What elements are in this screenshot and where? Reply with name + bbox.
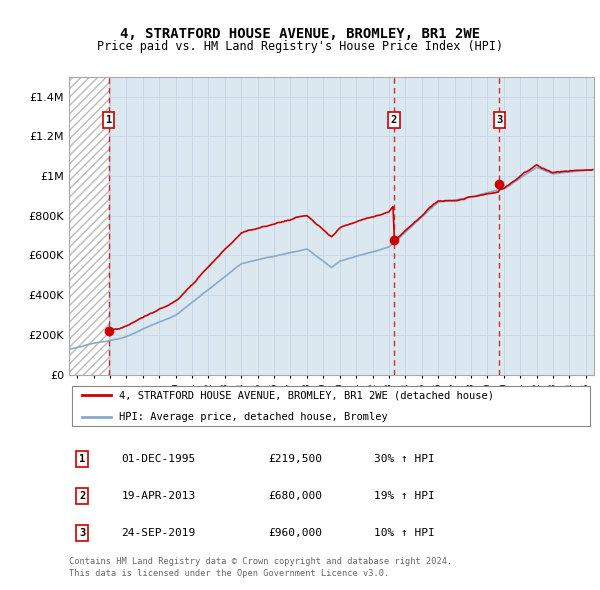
Text: Contains HM Land Registry data © Crown copyright and database right 2024.: Contains HM Land Registry data © Crown c… — [69, 557, 452, 566]
Text: 4, STRATFORD HOUSE AVENUE, BROMLEY, BR1 2WE (detached house): 4, STRATFORD HOUSE AVENUE, BROMLEY, BR1 … — [119, 391, 494, 401]
Text: 3: 3 — [496, 115, 502, 125]
Text: This data is licensed under the Open Government Licence v3.0.: This data is licensed under the Open Gov… — [69, 569, 389, 578]
Text: £680,000: £680,000 — [269, 491, 323, 501]
Text: 19% ↑ HPI: 19% ↑ HPI — [373, 491, 434, 501]
Text: 30% ↑ HPI: 30% ↑ HPI — [373, 454, 434, 464]
Text: HPI: Average price, detached house, Bromley: HPI: Average price, detached house, Brom… — [119, 412, 388, 422]
Text: 1: 1 — [79, 454, 85, 464]
Text: 3: 3 — [79, 528, 85, 538]
Text: 01-DEC-1995: 01-DEC-1995 — [121, 454, 196, 464]
Text: 19-APR-2013: 19-APR-2013 — [121, 491, 196, 501]
Text: 2: 2 — [391, 115, 397, 125]
Text: £219,500: £219,500 — [269, 454, 323, 464]
Text: 2: 2 — [79, 491, 85, 501]
Text: £960,000: £960,000 — [269, 528, 323, 538]
Text: 24-SEP-2019: 24-SEP-2019 — [121, 528, 196, 538]
FancyBboxPatch shape — [71, 386, 590, 425]
Text: 10% ↑ HPI: 10% ↑ HPI — [373, 528, 434, 538]
Text: 1: 1 — [106, 115, 112, 125]
Text: Price paid vs. HM Land Registry's House Price Index (HPI): Price paid vs. HM Land Registry's House … — [97, 40, 503, 53]
Text: 4, STRATFORD HOUSE AVENUE, BROMLEY, BR1 2WE: 4, STRATFORD HOUSE AVENUE, BROMLEY, BR1 … — [120, 27, 480, 41]
Bar — [69, 77, 109, 375]
